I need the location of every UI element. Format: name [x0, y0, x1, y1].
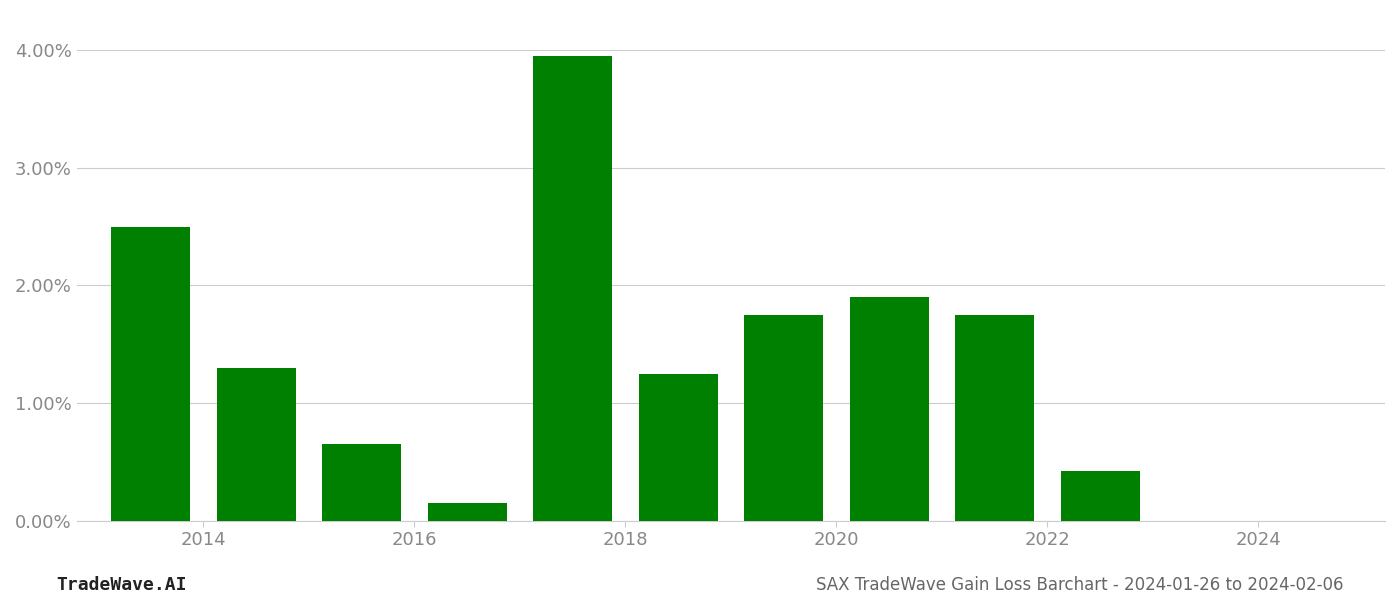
Text: TradeWave.AI: TradeWave.AI — [56, 576, 186, 594]
Bar — [638, 374, 718, 521]
Bar — [1061, 471, 1140, 521]
Bar — [427, 503, 507, 521]
Text: SAX TradeWave Gain Loss Barchart - 2024-01-26 to 2024-02-06: SAX TradeWave Gain Loss Barchart - 2024-… — [816, 576, 1344, 594]
Bar — [111, 227, 190, 521]
Bar — [743, 315, 823, 521]
Bar — [850, 297, 928, 521]
Bar — [322, 444, 402, 521]
Bar — [955, 315, 1035, 521]
Bar — [533, 56, 612, 521]
Bar — [217, 368, 295, 521]
